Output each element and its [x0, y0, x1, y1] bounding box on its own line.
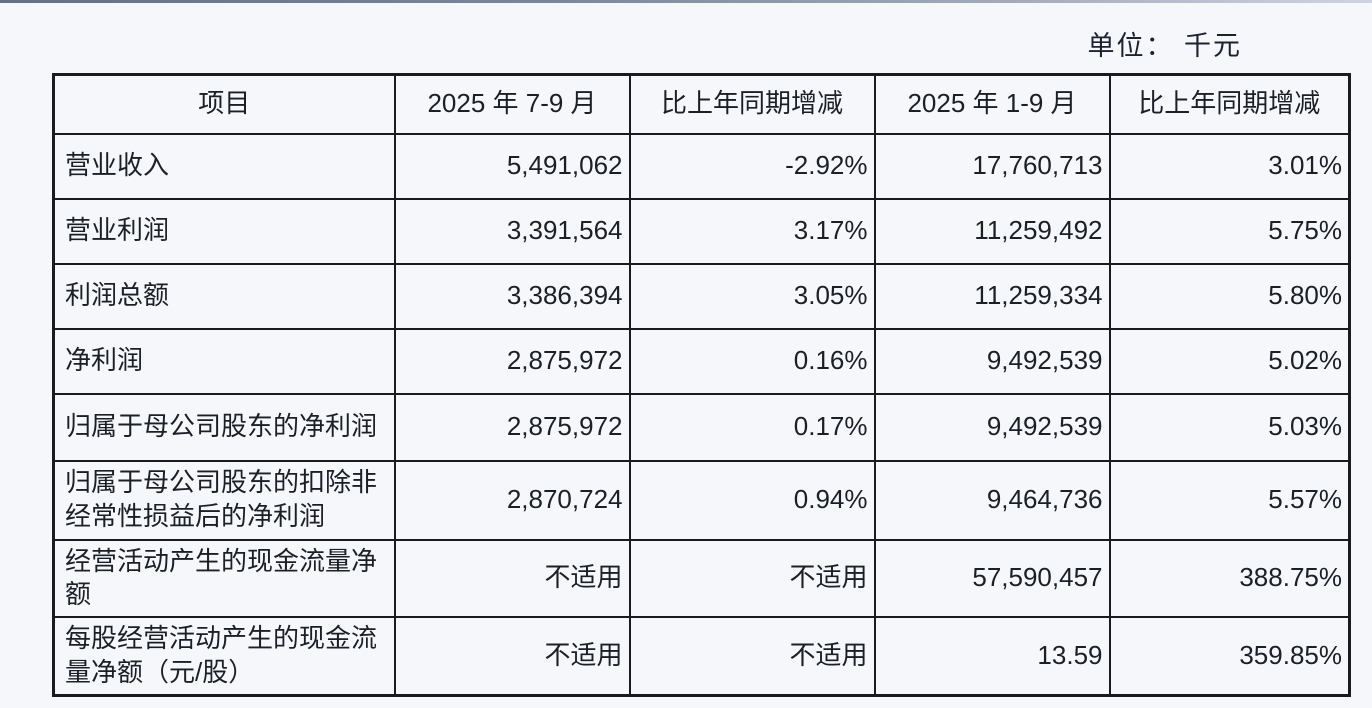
cell-ytd-change: 5.80% — [1108, 262, 1351, 330]
cell-ytd-period: 57,590,457 — [873, 538, 1111, 619]
table-row: 营业收入 5,491,062 -2.92% 17,760,713 3.01% — [52, 132, 1351, 200]
unit-label: 单位： 千元 — [1087, 31, 1242, 61]
table-row: 每股经营活动产生的现金流量净额（元/股） 不适用 不适用 13.59 359.8… — [52, 616, 1351, 697]
cell-ytd-change: 359.85% — [1108, 616, 1351, 697]
cell-current-change: 0.16% — [628, 327, 876, 395]
cell-current-period: 2,875,972 — [393, 392, 631, 462]
table-row: 净利润 2,875,972 0.16% 9,492,539 5.02% — [52, 327, 1351, 395]
table-row: 营业利润 3,391,564 3.17% 11,259,492 5.75% — [52, 197, 1351, 265]
cell-ytd-period: 11,259,492 — [873, 197, 1111, 265]
cell-ytd-period: 17,760,713 — [873, 132, 1111, 200]
cell-current-period: 2,870,724 — [393, 459, 631, 541]
cell-ytd-period: 9,492,539 — [873, 327, 1111, 395]
row-item-label: 营业收入 — [52, 132, 396, 200]
cell-current-change: 3.17% — [628, 197, 876, 265]
cell-current-period: 不适用 — [393, 616, 631, 697]
column-header-current-change: 比上年同期增减 — [628, 73, 876, 135]
column-header-current-period: 2025 年 7-9 月 — [393, 73, 631, 135]
cell-ytd-change: 5.03% — [1108, 392, 1351, 462]
table-row: 归属于母公司股东的净利润 2,875,972 0.17% 9,492,539 5… — [52, 392, 1351, 462]
row-item-label: 归属于母公司股东的扣除非经常性损益后的净利润 — [52, 459, 396, 541]
top-edge-line — [0, 0, 1372, 3]
cell-current-change: 0.17% — [628, 392, 876, 462]
cell-ytd-change: 388.75% — [1108, 538, 1351, 619]
row-item-label: 净利润 — [52, 327, 396, 395]
cell-ytd-change: 5.57% — [1108, 459, 1351, 541]
cell-current-period: 3,391,564 — [393, 197, 631, 265]
cell-current-change: 不适用 — [628, 616, 876, 697]
cell-current-period: 不适用 — [393, 538, 631, 619]
cell-current-period: 5,491,062 — [393, 132, 631, 200]
financial-summary-table: 项目 2025 年 7-9 月 比上年同期增减 2025 年 1-9 月 比上年… — [52, 73, 1351, 697]
row-item-label: 经营活动产生的现金流量净额 — [52, 538, 396, 619]
cell-current-change: -2.92% — [628, 132, 876, 200]
row-item-label: 归属于母公司股东的净利润 — [52, 392, 396, 462]
cell-current-change: 0.94% — [628, 459, 876, 541]
row-item-label: 每股经营活动产生的现金流量净额（元/股） — [52, 616, 396, 697]
cell-ytd-period: 9,464,736 — [873, 459, 1111, 541]
cell-ytd-change: 5.75% — [1108, 197, 1351, 265]
cell-ytd-change: 5.02% — [1108, 327, 1351, 395]
cell-current-period: 3,386,394 — [393, 262, 631, 330]
column-header-ytd-change: 比上年同期增减 — [1108, 73, 1351, 135]
cell-ytd-period: 13.59 — [873, 616, 1111, 697]
cell-current-change: 不适用 — [628, 538, 876, 619]
row-item-label: 营业利润 — [52, 197, 396, 265]
cell-ytd-period: 9,492,539 — [873, 392, 1111, 462]
cell-current-period: 2,875,972 — [393, 327, 631, 395]
cell-current-change: 3.05% — [628, 262, 876, 330]
table-header-row: 项目 2025 年 7-9 月 比上年同期增减 2025 年 1-9 月 比上年… — [52, 73, 1351, 135]
cell-ytd-change: 3.01% — [1108, 132, 1351, 200]
table-row: 归属于母公司股东的扣除非经常性损益后的净利润 2,870,724 0.94% 9… — [52, 459, 1351, 541]
table-row: 经营活动产生的现金流量净额 不适用 不适用 57,590,457 388.75% — [52, 538, 1351, 619]
table-row: 利润总额 3,386,394 3.05% 11,259,334 5.80% — [52, 262, 1351, 330]
cell-ytd-period: 11,259,334 — [873, 262, 1111, 330]
column-header-ytd-period: 2025 年 1-9 月 — [873, 73, 1111, 135]
row-item-label: 利润总额 — [52, 262, 396, 330]
column-header-item: 项目 — [52, 73, 396, 135]
